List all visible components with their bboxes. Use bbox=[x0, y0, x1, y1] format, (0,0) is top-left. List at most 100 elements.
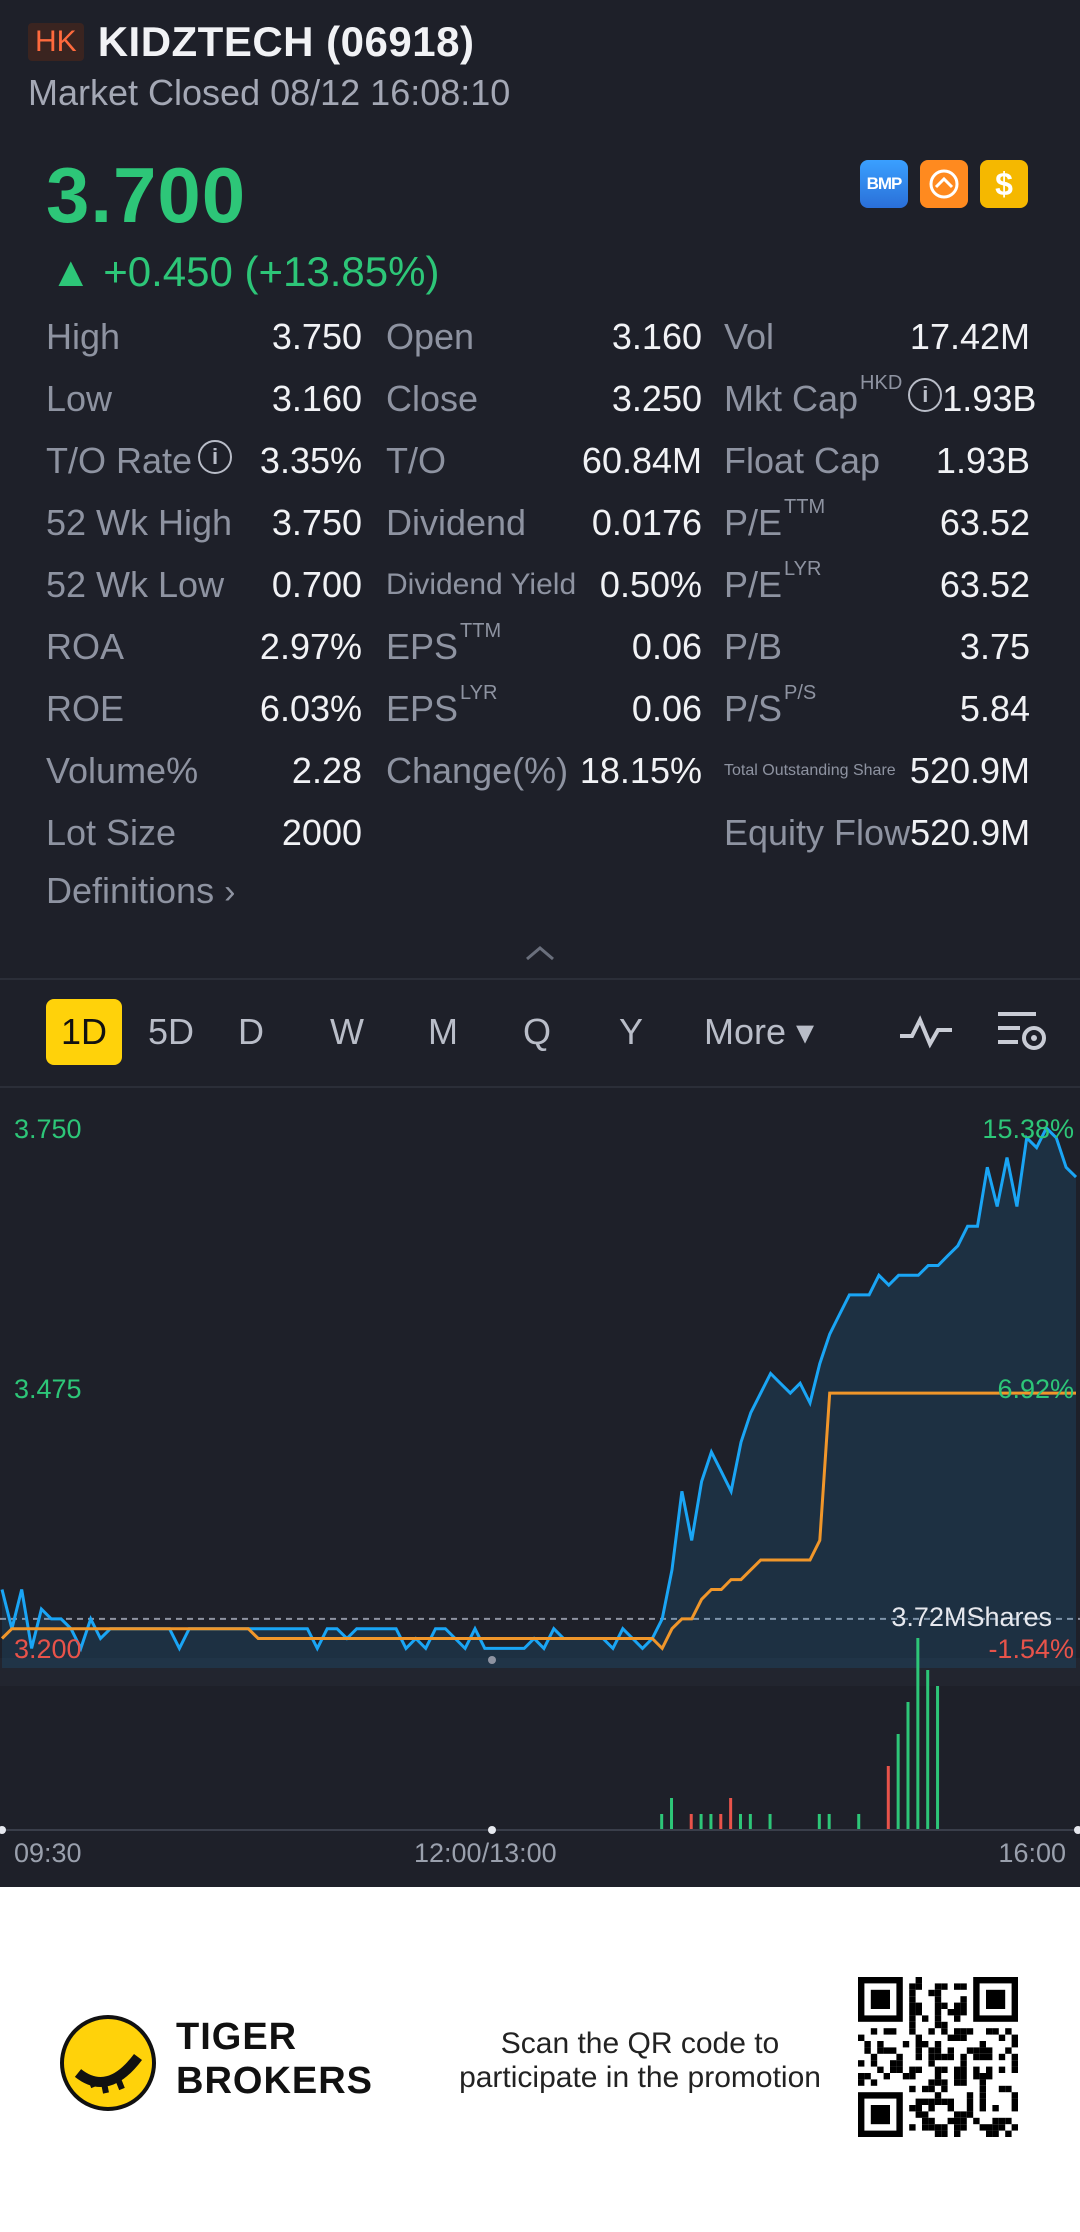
session-dot bbox=[1074, 1826, 1080, 1834]
stat-value: 0.06 bbox=[631, 626, 702, 667]
stat-cell: Low 3.160 bbox=[46, 378, 362, 420]
stat-label: P/S P/S bbox=[724, 682, 816, 730]
stat-label: Total Outstanding Share bbox=[724, 762, 896, 780]
tab-m[interactable]: M bbox=[428, 1011, 458, 1052]
stat-label-text: Lot Size bbox=[46, 812, 177, 853]
intraday-chart[interactable] bbox=[0, 1100, 1080, 1885]
stat-cell: P/E TTM 63.52 bbox=[702, 496, 1030, 544]
time-mid: 12:00/13:00 bbox=[414, 1838, 557, 1868]
stat-label-text: Low bbox=[46, 378, 113, 419]
feature-badges: BMP $ bbox=[860, 160, 1028, 208]
tab-5d[interactable]: 5D bbox=[147, 1011, 195, 1052]
stat-label: Vol bbox=[724, 316, 774, 358]
market-badge: HK bbox=[28, 23, 84, 61]
stat-label: Close bbox=[386, 378, 478, 420]
price-area bbox=[2, 1128, 1076, 1668]
stat-cell: Float Cap 1.93B bbox=[702, 440, 1030, 482]
last-price: 3.700 bbox=[46, 151, 247, 239]
pct-axis-high: 15.38% bbox=[982, 1114, 1074, 1144]
stats-row: High 3.750 Open 3.160 Vol 17.42M bbox=[46, 306, 1030, 368]
stat-value: 3.160 bbox=[271, 378, 362, 419]
brand-name: TIGER BROKERS bbox=[176, 2016, 374, 2102]
tab-more[interactable]: More ▾ bbox=[703, 1011, 815, 1052]
stat-label-text: P/E bbox=[724, 564, 783, 605]
divider bbox=[0, 1086, 1080, 1088]
dollar-icon[interactable]: $ bbox=[980, 160, 1028, 208]
definitions-link[interactable]: Definitions › bbox=[46, 870, 235, 912]
volume-bar bbox=[768, 1814, 772, 1830]
stat-label-text: Open bbox=[386, 316, 475, 357]
stat-cell: High 3.750 bbox=[46, 316, 362, 358]
pct-axis-low: -1.54% bbox=[988, 1634, 1074, 1664]
tab-w[interactable]: W bbox=[330, 1011, 364, 1052]
stat-label: Open bbox=[386, 316, 474, 358]
tab-y[interactable]: Y bbox=[618, 1011, 643, 1052]
stat-label-text: Total Outstanding Share bbox=[724, 762, 896, 779]
time-end: 16:00 bbox=[998, 1838, 1066, 1868]
tiger-logo-icon bbox=[60, 2015, 156, 2111]
stat-cell: EPS LYR 0.06 bbox=[362, 682, 702, 730]
stat-label-suffix: HKD bbox=[860, 372, 903, 394]
stat-cell: Close 3.250 bbox=[362, 378, 702, 420]
chart-settings-icon[interactable] bbox=[996, 1008, 1048, 1056]
volume-bar bbox=[886, 1766, 890, 1830]
qr-code-icon bbox=[858, 1977, 1018, 2137]
stat-cell: ROA 2.97% bbox=[46, 626, 362, 668]
session-dot bbox=[0, 1826, 6, 1834]
stat-cell: 52 Wk Low 0.700 bbox=[46, 564, 362, 606]
period-tabs: 1D 5D D W M Q Y More ▾ bbox=[0, 990, 1080, 1074]
tab-1d[interactable]: 1D bbox=[46, 999, 122, 1065]
stat-cell: P/E LYR 63.52 bbox=[702, 558, 1030, 606]
stat-label: EPS LYR bbox=[386, 682, 497, 730]
tab-d[interactable]: D bbox=[238, 1011, 264, 1052]
definitions-label: Definitions bbox=[46, 870, 215, 911]
divider bbox=[0, 978, 1080, 980]
stat-label: Low bbox=[46, 378, 112, 420]
stat-label-text: P/S bbox=[724, 688, 783, 729]
info-icon[interactable]: i bbox=[198, 440, 233, 474]
stat-label: P/E LYR bbox=[724, 558, 821, 606]
stats-row: 52 Wk High 3.750 Dividend 0.0176 P/E TTM 63.52 bbox=[46, 492, 1030, 554]
stats-row: Volume% 2.28 Change(%) 18.15% Total Outstand… bbox=[46, 740, 1030, 802]
volume-bar bbox=[689, 1814, 693, 1830]
stat-label-text: Vol bbox=[724, 316, 775, 357]
tab-q[interactable]: Q bbox=[522, 1011, 551, 1052]
stat-value: 0.700 bbox=[271, 564, 362, 605]
stat-cell: 52 Wk High 3.750 bbox=[46, 502, 362, 544]
stat-label-suffix: TTM bbox=[460, 620, 502, 642]
gauge-icon[interactable] bbox=[920, 160, 968, 208]
stat-value: 6.03% bbox=[259, 688, 362, 729]
time-start: 09:30 bbox=[14, 1838, 82, 1868]
bmp-icon[interactable]: BMP bbox=[860, 160, 908, 208]
volume-bar bbox=[827, 1814, 831, 1830]
info-icon[interactable]: i bbox=[908, 378, 943, 412]
stat-value: 5.84 bbox=[959, 688, 1030, 729]
stat-label: P/E TTM bbox=[724, 496, 825, 544]
volume-bar bbox=[926, 1670, 930, 1830]
stat-label: EPS TTM bbox=[386, 620, 501, 668]
volume-bar bbox=[709, 1814, 713, 1830]
stat-label-text: Mkt Cap bbox=[724, 378, 859, 419]
stats-row: ROE 6.03% EPS LYR 0.06 P/S P/S 5.84 bbox=[46, 678, 1030, 740]
stat-label-text: EPS bbox=[386, 688, 459, 729]
stat-label: Equity Flow bbox=[724, 812, 910, 854]
volume-bar bbox=[906, 1702, 910, 1830]
promo-footer: TIGER BROKERS Scan the QR code to partici… bbox=[0, 1887, 1080, 2232]
session-dot bbox=[488, 1656, 496, 1664]
volume-bar bbox=[729, 1798, 733, 1830]
stat-value: 18.15% bbox=[579, 750, 702, 791]
stat-cell: ROE 6.03% bbox=[46, 688, 362, 730]
stats-row: T/O Rate i 3.35% T/O 60.84M Float Cap 1.93B bbox=[46, 430, 1030, 492]
session-dot bbox=[488, 1826, 496, 1834]
stat-label-text: Close bbox=[386, 378, 479, 419]
stat-cell: Lot Size 2000 bbox=[46, 812, 362, 854]
indicator-icon[interactable] bbox=[898, 1010, 954, 1054]
chevron-up-icon[interactable] bbox=[524, 944, 556, 962]
stat-label-text: 52 Wk High bbox=[46, 502, 233, 543]
volume-bar bbox=[719, 1814, 723, 1830]
stat-value: 3.75 bbox=[959, 626, 1030, 667]
stat-label-text: Volume% bbox=[46, 750, 199, 791]
stat-label: Lot Size bbox=[46, 812, 176, 854]
stat-value: 2000 bbox=[281, 812, 362, 853]
stat-label-text: EPS bbox=[386, 626, 459, 667]
